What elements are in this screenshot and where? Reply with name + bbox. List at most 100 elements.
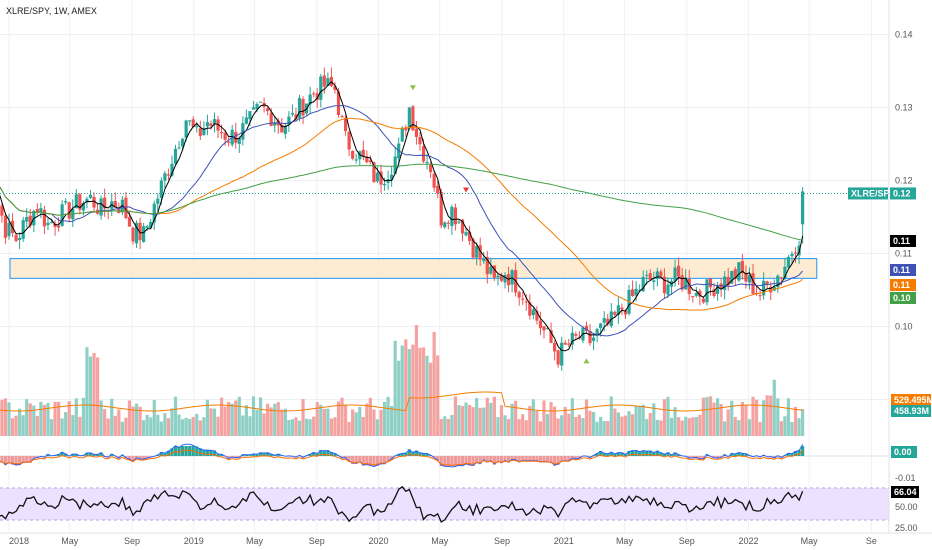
volume-bar xyxy=(524,420,528,436)
candle-body xyxy=(754,292,759,294)
macd-histogram-bar xyxy=(496,456,500,463)
macd-histogram-bar xyxy=(347,456,351,462)
volume-bar xyxy=(737,420,741,436)
macd-histogram-bar xyxy=(506,456,511,463)
macd-value-tag xyxy=(891,446,917,458)
candle-body xyxy=(49,222,54,224)
side-price-tag-text: 0.11 xyxy=(893,265,910,275)
volume-bar xyxy=(570,398,574,436)
macd-histogram-bar xyxy=(489,456,493,462)
candle-body xyxy=(212,119,217,125)
volume-bar xyxy=(368,397,372,436)
candle-body xyxy=(436,185,440,194)
time-tick-label: 2019 xyxy=(184,536,204,546)
volume-bar xyxy=(127,400,132,436)
rsi-line xyxy=(0,485,804,523)
time-axis[interactable]: 2018 May Sep 2019 May Sep 2020 May Sep 2021 May Sep… xyxy=(9,536,877,546)
candle-body xyxy=(3,215,8,238)
candle-body xyxy=(372,162,376,182)
volume-bar xyxy=(351,409,355,436)
volume-bar xyxy=(623,415,628,436)
candle-body xyxy=(496,275,500,278)
volume-bar xyxy=(726,409,730,436)
candle-body xyxy=(414,128,419,137)
macd-histogram-bar xyxy=(457,456,461,466)
candle-body xyxy=(205,122,210,127)
volume-bar xyxy=(747,419,752,436)
support-resistance-zone xyxy=(9,258,818,279)
volume-bar xyxy=(786,398,791,436)
macd-histogram-bar xyxy=(351,456,355,464)
macd-histogram-bar xyxy=(266,452,270,456)
candle-body xyxy=(712,289,716,296)
macd-histogram-bar xyxy=(308,453,312,456)
volume-bar xyxy=(365,403,369,436)
volume-bar xyxy=(712,402,716,436)
volume-bar xyxy=(39,401,43,436)
volume-bar xyxy=(645,419,649,436)
candle-body xyxy=(124,197,128,219)
candle-body xyxy=(219,131,224,134)
volume-ma-tag-text: 529.495M xyxy=(894,395,932,405)
horizontal-zone[interactable] xyxy=(9,258,818,279)
volume-bar xyxy=(60,418,64,436)
macd-histogram-bar xyxy=(793,451,798,456)
macd-histogram-bar xyxy=(212,450,217,456)
last-price-value-tag-text: 0.12 xyxy=(893,188,911,198)
volume-bar xyxy=(460,405,465,436)
time-tick-label: 2020 xyxy=(368,536,388,546)
volume-bar xyxy=(343,404,348,436)
volume-bar xyxy=(478,407,482,436)
volume-bar xyxy=(606,421,610,436)
macd-histogram-bar xyxy=(184,446,188,456)
volume-pane xyxy=(0,325,805,436)
candle-body xyxy=(574,333,578,336)
macd-histogram-bar xyxy=(255,454,259,456)
volume-bar xyxy=(134,403,139,436)
volume-bar xyxy=(719,403,723,436)
macd-histogram-bar xyxy=(556,456,560,465)
volume-bar xyxy=(244,405,248,436)
macd-histogram-bar xyxy=(390,456,394,460)
volume-bar xyxy=(95,357,100,436)
macd-histogram-bar xyxy=(301,456,305,458)
macd-histogram-bar xyxy=(202,449,206,456)
volume-bar xyxy=(280,409,284,436)
volume-bar xyxy=(266,403,270,436)
macd-histogram-bar xyxy=(46,454,50,456)
candle-body xyxy=(517,292,521,298)
candle-body xyxy=(64,201,68,203)
macd-histogram-bar xyxy=(634,450,638,456)
volume-bar xyxy=(0,399,4,436)
candle-body xyxy=(156,198,160,204)
volume-bar xyxy=(443,416,447,436)
volume-bar xyxy=(354,412,358,436)
macd-histogram-bar xyxy=(237,456,241,458)
macd-histogram-bar xyxy=(71,453,75,456)
candle-body xyxy=(744,273,748,282)
candle-body xyxy=(223,132,227,140)
volume-bar xyxy=(772,379,776,436)
candle-body xyxy=(411,106,415,131)
candle-body xyxy=(549,330,553,343)
volume-bar xyxy=(113,415,117,436)
candle-body xyxy=(269,112,273,126)
volume-bar xyxy=(358,407,362,436)
volume-bar xyxy=(694,417,698,436)
volume-bar xyxy=(21,415,25,436)
volume-bar xyxy=(467,404,472,436)
macd-histogram-bar xyxy=(421,453,426,456)
volume-bar xyxy=(492,396,496,436)
candle-body xyxy=(14,234,18,241)
candle-body xyxy=(591,337,596,341)
volume-bar xyxy=(99,400,103,436)
candle-body xyxy=(351,150,355,159)
volume-bar xyxy=(340,397,344,436)
volume-bar xyxy=(517,419,521,436)
macd-histogram-bar xyxy=(343,456,348,458)
macd-histogram-bar xyxy=(648,450,652,456)
volume-bar xyxy=(156,414,160,436)
volume-bar xyxy=(801,409,805,436)
time-tick-label: 2022 xyxy=(738,536,758,546)
